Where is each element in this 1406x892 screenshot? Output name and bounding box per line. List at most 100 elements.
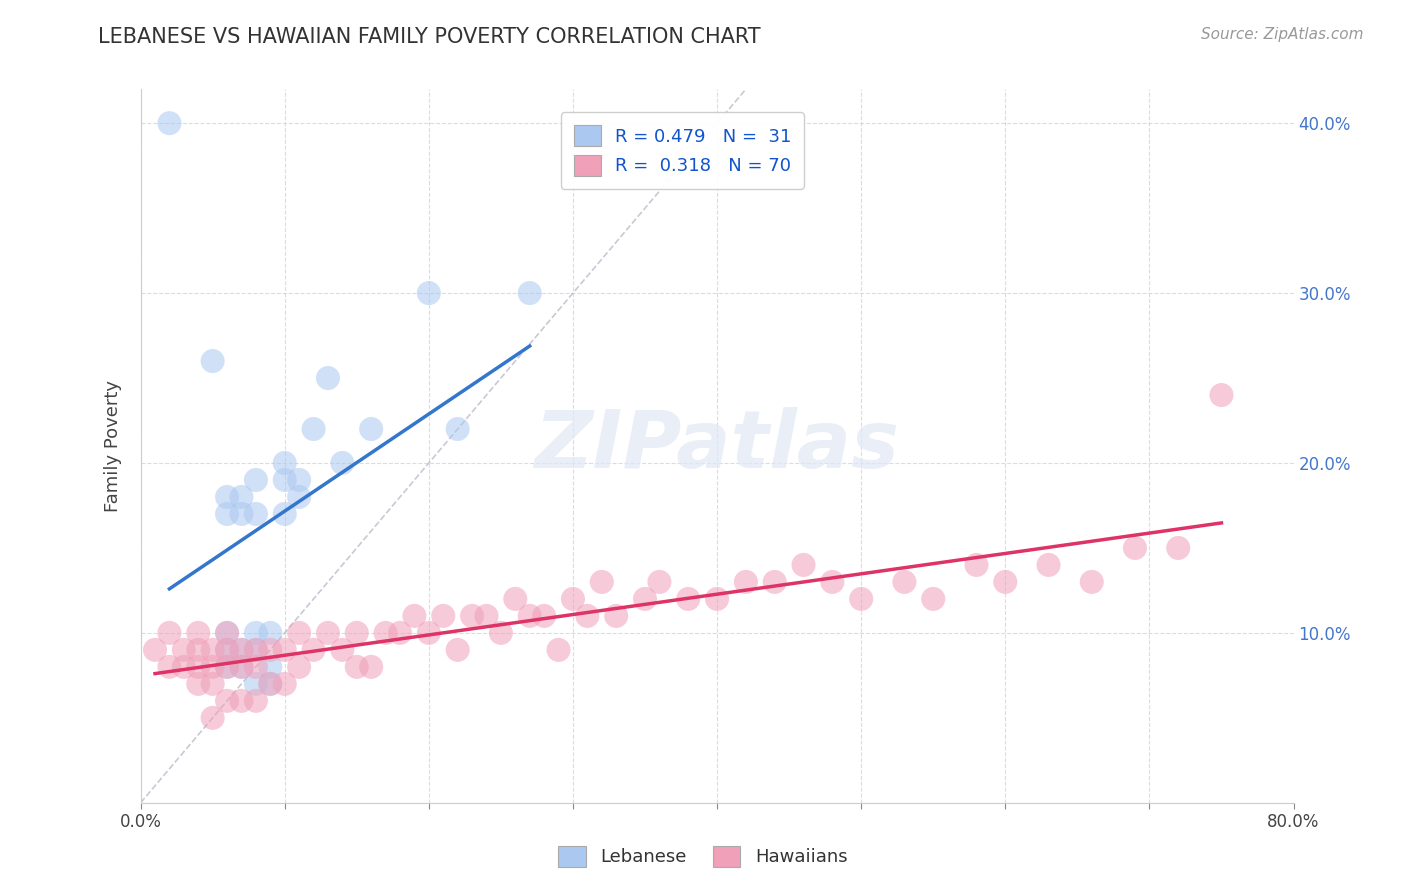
Y-axis label: Family Poverty: Family Poverty: [104, 380, 122, 512]
Point: [274, 473, 297, 487]
Point: [217, 643, 239, 657]
Point: [634, 591, 657, 606]
Point: [274, 507, 297, 521]
Point: [259, 626, 281, 640]
Point: [159, 116, 180, 130]
Point: [259, 643, 281, 657]
Point: [187, 643, 209, 657]
Point: [821, 574, 844, 589]
Point: [231, 490, 253, 504]
Point: [187, 660, 209, 674]
Point: [994, 574, 1017, 589]
Point: [1081, 574, 1104, 589]
Point: [274, 677, 297, 691]
Point: [231, 643, 253, 657]
Point: [274, 643, 297, 657]
Point: [187, 626, 209, 640]
Point: [288, 490, 311, 504]
Point: [245, 677, 267, 691]
Point: [418, 286, 440, 301]
Point: [1211, 388, 1233, 402]
Point: [302, 422, 325, 436]
Point: [648, 574, 671, 589]
Point: [849, 591, 872, 606]
Point: [245, 643, 267, 657]
Point: [605, 608, 627, 623]
Point: [288, 473, 311, 487]
Point: [245, 507, 267, 521]
Point: [201, 711, 224, 725]
Point: [143, 643, 166, 657]
Point: [245, 643, 267, 657]
Point: [447, 422, 470, 436]
Point: [461, 608, 484, 623]
Point: [418, 626, 440, 640]
Point: [245, 473, 267, 487]
Point: [432, 608, 454, 623]
Point: [173, 643, 195, 657]
Point: [302, 643, 325, 657]
Point: [217, 626, 239, 640]
Legend: R = 0.479   N =  31, R =  0.318   N = 70: R = 0.479 N = 31, R = 0.318 N = 70: [561, 112, 804, 188]
Point: [259, 660, 281, 674]
Point: [1167, 541, 1189, 555]
Point: [1123, 541, 1146, 555]
Point: [217, 660, 239, 674]
Point: [793, 558, 815, 572]
Point: [201, 660, 224, 674]
Point: [388, 626, 411, 640]
Point: [187, 677, 209, 691]
Point: [562, 591, 585, 606]
Point: [217, 490, 239, 504]
Point: [489, 626, 512, 640]
Point: [245, 660, 267, 674]
Legend: Lebanese, Hawaiians: Lebanese, Hawaiians: [551, 838, 855, 874]
Point: [259, 677, 281, 691]
Point: [231, 694, 253, 708]
Point: [346, 626, 368, 640]
Point: [678, 591, 700, 606]
Point: [519, 286, 541, 301]
Point: [259, 677, 281, 691]
Point: [922, 591, 945, 606]
Point: [201, 677, 224, 691]
Point: [332, 643, 354, 657]
Point: [360, 422, 382, 436]
Point: [735, 574, 758, 589]
Point: [288, 626, 311, 640]
Point: [217, 660, 239, 674]
Point: [346, 660, 368, 674]
Point: [893, 574, 915, 589]
Point: [231, 660, 253, 674]
Point: [316, 371, 339, 385]
Point: [245, 626, 267, 640]
Point: [475, 608, 498, 623]
Point: [576, 608, 599, 623]
Point: [217, 694, 239, 708]
Point: [591, 574, 613, 589]
Point: [965, 558, 987, 572]
Point: [547, 643, 569, 657]
Point: [231, 507, 253, 521]
Point: [159, 626, 180, 640]
Text: LEBANESE VS HAWAIIAN FAMILY POVERTY CORRELATION CHART: LEBANESE VS HAWAIIAN FAMILY POVERTY CORR…: [98, 27, 761, 46]
Point: [231, 643, 253, 657]
Point: [533, 608, 555, 623]
Point: [217, 626, 239, 640]
Point: [201, 643, 224, 657]
Text: Source: ZipAtlas.com: Source: ZipAtlas.com: [1201, 27, 1364, 42]
Point: [316, 626, 339, 640]
Point: [763, 574, 786, 589]
Point: [217, 507, 239, 521]
Point: [201, 354, 224, 368]
Point: [360, 660, 382, 674]
Point: [447, 643, 470, 657]
Point: [404, 608, 426, 623]
Point: [231, 660, 253, 674]
Point: [374, 626, 396, 640]
Point: [332, 456, 354, 470]
Point: [706, 591, 728, 606]
Point: [288, 660, 311, 674]
Point: [519, 608, 541, 623]
Point: [173, 660, 195, 674]
